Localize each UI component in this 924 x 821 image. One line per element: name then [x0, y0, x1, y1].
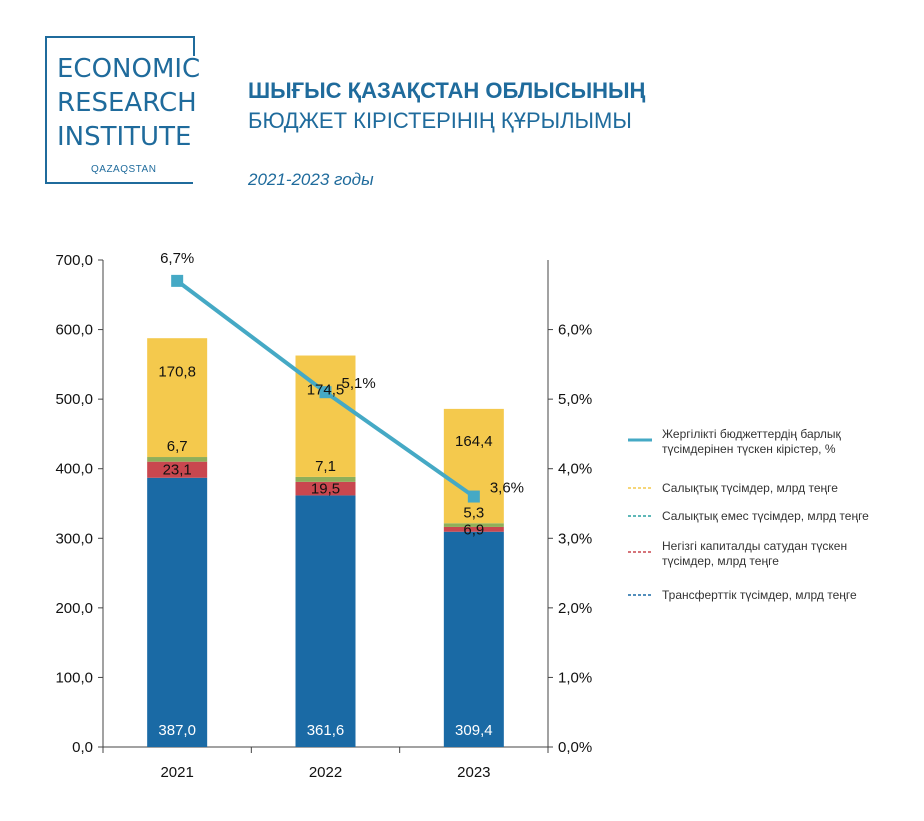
data-label-nontax: 6,7 — [167, 438, 188, 455]
bar-tax — [147, 338, 208, 458]
x-tick-label: 2023 — [457, 764, 490, 781]
x-tick-label: 2022 — [309, 764, 342, 781]
bar-transfers — [147, 477, 208, 747]
y2-tick-label: 4,0% — [558, 461, 592, 478]
y-tick-label: 300,0 — [55, 530, 93, 547]
bar-nontax — [147, 457, 208, 462]
y2-tick-label: 1,0% — [558, 669, 592, 686]
data-label-transfers: 309,4 — [455, 722, 493, 739]
bar-capital — [295, 481, 356, 496]
logo-subtitle: QAZAQSTAN — [91, 164, 157, 175]
y-tick-label: 500,0 — [55, 391, 93, 408]
legend-label: Жергілікті бюджеттердің барлық — [662, 427, 842, 441]
page-title-line2: БЮДЖЕТ КІРІСТЕРІНІҢ ҚҰРЫЛЫМЫ — [248, 108, 632, 133]
line-label: 6,7% — [160, 250, 194, 267]
x-tick-label: 2021 — [160, 764, 193, 781]
data-label-tax: 170,8 — [158, 363, 196, 380]
data-label-tax: 164,4 — [455, 433, 493, 450]
bar-transfers — [443, 531, 504, 747]
logo-line-research: RESEARCH — [57, 88, 197, 118]
data-label-capital: 6,9 — [463, 521, 484, 538]
data-label-capital: 23,1 — [163, 462, 192, 479]
logo-line-institute: INSTITUTE — [57, 122, 192, 152]
line-point — [467, 490, 480, 503]
legend-label-line2: түсімдерінен түскен кірістер, % — [662, 442, 836, 456]
legend-label: Салықтық түсімдер, млрд теңге — [662, 481, 838, 495]
percentage-line: 6,7% 5,1% 3,6% — [160, 250, 524, 503]
page-title-line1: ШЫҒЫС ҚАЗАҚСТАН ОБЛЫСЫНЫҢ — [248, 78, 646, 103]
y-tick-label: 200,0 — [55, 600, 93, 617]
page-subtitle: 2021-2023 годы — [248, 170, 374, 189]
data-label-transfers: 361,6 — [307, 722, 345, 739]
logo: ECONOMIC RESEARCH INSTITUTE QAZAQSTAN — [45, 36, 200, 184]
data-label-capital: 19,5 — [311, 481, 340, 498]
legend-label: Салықтық емес түсімдер, млрд теңге — [662, 509, 869, 523]
y2-tick-label: 5,0% — [558, 391, 592, 408]
axes: 0,0 100,0 200,0 300,0 400,0 500,0 600,0 700,0 0,… — [55, 252, 592, 781]
legend-label: Трансферттік түсімдер, млрд теңге — [662, 588, 857, 602]
bar-nontax — [295, 476, 356, 482]
y2-tick-label: 6,0% — [558, 322, 592, 339]
line-point — [319, 386, 332, 399]
y-tick-label: 700,0 — [55, 252, 93, 269]
bar-capital — [443, 526, 504, 532]
legend-label-line2: түсімдер, млрд теңге — [662, 554, 779, 568]
y-tick-label: 0,0 — [72, 739, 93, 756]
data-label-tax: 174,5 — [307, 382, 345, 399]
data-label-nontax: 7,1 — [315, 458, 336, 475]
y-tick-label: 600,0 — [55, 322, 93, 339]
y-tick-label: 100,0 — [55, 669, 93, 686]
y2-tick-label: 2,0% — [558, 600, 592, 617]
y-tick-label: 400,0 — [55, 461, 93, 478]
data-labels: 387,0 23,1 6,7 170,8 361,6 19,5 7,1 174,5 309,4 6… — [158, 363, 492, 739]
line-label: 5,1% — [342, 375, 376, 392]
data-label-transfers: 387,0 — [158, 722, 196, 739]
bars — [147, 338, 504, 747]
line-point — [171, 274, 184, 287]
y2-tick-label: 0,0% — [558, 739, 592, 756]
y2-tick-label: 3,0% — [558, 530, 592, 547]
bar-capital — [147, 461, 208, 478]
bar-nontax — [443, 523, 504, 527]
legend-label: Негізгі капиталды сатудан түскен — [662, 539, 847, 553]
bar-transfers — [295, 495, 356, 747]
data-label-nontax: 5,3 — [463, 504, 484, 521]
line-label: 3,6% — [490, 480, 524, 497]
legend: Жергілікті бюджеттердің барлықтүсімдерін… — [628, 427, 869, 602]
logo-line-economic: ECONOMIC — [57, 54, 201, 84]
bar-tax — [443, 408, 504, 524]
